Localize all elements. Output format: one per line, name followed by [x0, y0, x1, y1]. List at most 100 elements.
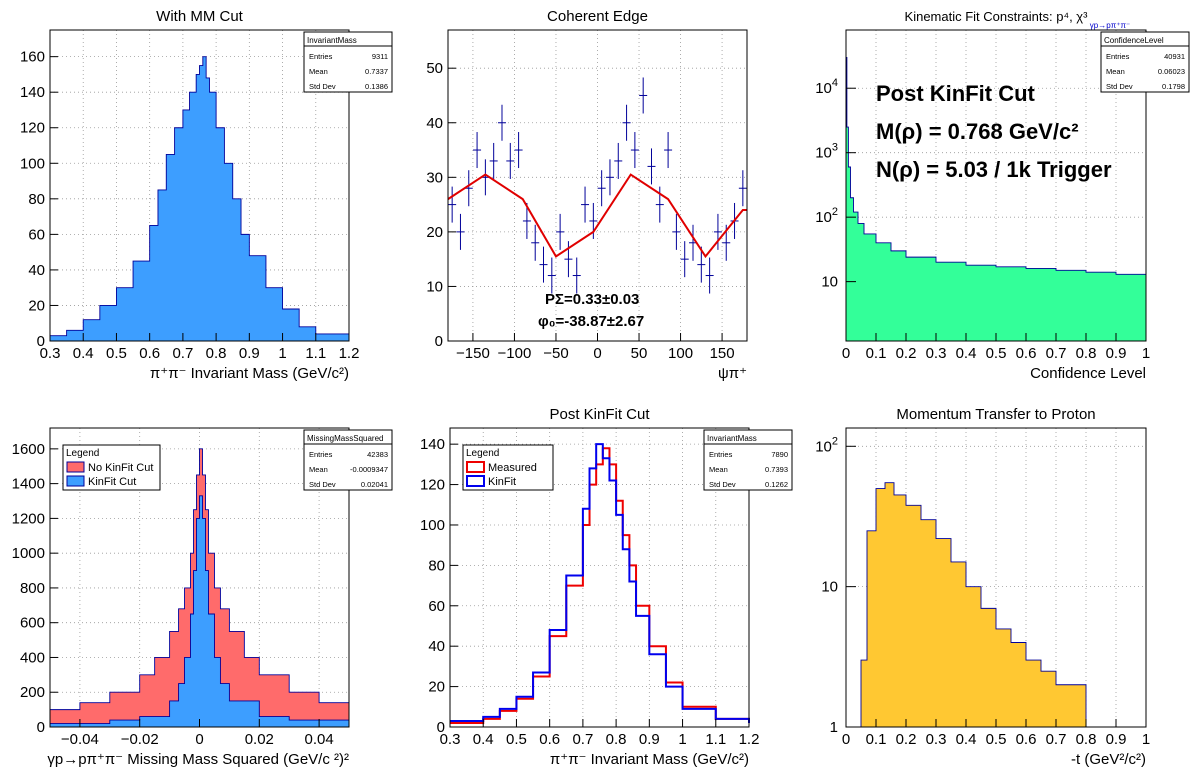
stats-label: Mean — [309, 465, 328, 474]
x-tick-label: 0.9 — [1106, 345, 1127, 362]
x-tick-label: 0 — [842, 345, 850, 362]
series-bar-0 — [845, 57, 1147, 342]
panel-p2: −150 −100 −50 0 50 100 150 0 10 20 30 40 50 Coherent … — [426, 8, 748, 382]
stats-value: 0.7337 — [365, 67, 388, 76]
y-tick-label: 1200 — [12, 510, 45, 527]
stats-value: 0.02041 — [361, 480, 388, 489]
x-axis-label: -t (GeV²/c²) — [1071, 751, 1146, 768]
x-tick-label: 1 — [278, 345, 286, 362]
stats-label: Std Dev — [709, 480, 736, 489]
y-tick-label: 140 — [420, 436, 445, 453]
stats-value: 9311 — [372, 52, 388, 61]
x-axis-label: π⁺π⁻ Invariant Mass (GeV/c²) — [150, 365, 349, 382]
legend: Legend No KinFit Cut KinFit Cut — [62, 444, 161, 491]
x-tick-label: 0.4 — [956, 731, 977, 748]
x-tick-label: 0.4 — [956, 345, 977, 362]
x-tick-label: −50 — [543, 345, 568, 362]
y-tick-label: 10 — [426, 278, 443, 295]
legend-frame — [462, 444, 554, 491]
y-tick-label: 1400 — [12, 476, 45, 493]
series-bar-0 — [860, 482, 1087, 728]
legend-swatch — [66, 461, 85, 473]
chart-title: Kinematic Fit Constraints: p⁴, χ³ — [905, 9, 1089, 24]
series-bar-0 — [49, 56, 350, 342]
chart-title: Coherent Edge — [547, 8, 648, 25]
y-tick-label: 800 — [20, 580, 45, 597]
fit-annotation: PΣ=0.33±0.03 — [545, 291, 639, 308]
y-tick-label: 120 — [420, 477, 445, 494]
stats-label: Std Dev — [309, 82, 336, 91]
legend-label: Measured — [488, 462, 537, 474]
x-tick-label: −100 — [498, 345, 532, 362]
stats-box-name: ConfidenceLevel — [1104, 36, 1164, 45]
y-tick-label: 160 — [20, 49, 45, 66]
x-tick-label: 0.6 — [1016, 731, 1037, 748]
x-tick-label: 0.8 — [1076, 345, 1097, 362]
y-tick-label: 102 — [815, 206, 838, 226]
legend-swatch — [466, 475, 485, 487]
stats-value: 0.1262 — [765, 480, 788, 489]
x-tick-label: 0.5 — [986, 345, 1007, 362]
panel-p6: 0 0.1 0.2 0.3 0.4 0.5 0.6 0.7 0.8 0.9 1 1 10 102 Momen… — [815, 406, 1150, 768]
stats-box-name: InvariantMass — [307, 36, 357, 45]
y-tick-label: 20 — [426, 224, 443, 241]
stats-label: Mean — [309, 67, 328, 76]
y-tick-label: 10 — [821, 274, 838, 291]
panel-p4: −0.04 −0.02 0 0.02 0.04 0 200 400 600 800 1000 1200… — [12, 427, 393, 768]
x-tick-label: 0.5 — [106, 345, 127, 362]
stats-value: 0.7393 — [765, 465, 788, 474]
legend-title: Legend — [66, 448, 99, 459]
x-tick-label: 0.3 — [926, 731, 947, 748]
plot-frame-border — [449, 427, 750, 728]
x-tick-label: 0.4 — [473, 731, 494, 748]
y-tick-label: 102 — [815, 435, 838, 455]
x-tick-label: 150 — [710, 345, 735, 362]
x-tick-label: 0.8 — [1076, 731, 1097, 748]
x-tick-label: 0.7 — [572, 731, 593, 748]
x-axis-label: ψπ⁺ — [718, 365, 747, 382]
x-tick-label: 0.7 — [1046, 345, 1067, 362]
x-tick-label: 0.4 — [73, 345, 94, 362]
x-tick-label: 0.5 — [506, 731, 527, 748]
stats-label: Entries — [1106, 52, 1130, 61]
y-tick-label: 40 — [428, 638, 445, 655]
stats-box-frame — [1100, 31, 1190, 93]
series-line-1 — [450, 443, 750, 723]
stats-value: 0.1798 — [1162, 82, 1185, 91]
annotation-cut: Post KinFit Cut — [876, 81, 1036, 106]
plot-frame-border — [49, 29, 350, 342]
y-tick-label: 1 — [830, 719, 838, 736]
chart-title: With MM Cut — [156, 8, 244, 25]
series-bar-1 — [49, 495, 350, 728]
x-tick-label: 0 — [842, 731, 850, 748]
x-tick-label: 0.9 — [1106, 731, 1127, 748]
x-tick-label: 1 — [678, 731, 686, 748]
stats-box-frame — [703, 429, 793, 491]
y-tick-label: 400 — [20, 649, 45, 666]
stats-box: InvariantMass Entries 7890 Mean 0.7393 Std De… — [703, 429, 793, 491]
y-tick-label: 140 — [20, 84, 45, 101]
stats-box-name: InvariantMass — [707, 434, 757, 443]
x-tick-label: 0.02 — [245, 731, 274, 748]
panel-p5: 0.3 0.4 0.5 0.6 0.7 0.8 0.9 1 1.1 1.2 0 20 40 60 80 100… — [420, 406, 793, 768]
x-tick-label: 1.1 — [305, 345, 326, 362]
x-tick-label: 0.5 — [986, 731, 1007, 748]
x-tick-label: −150 — [456, 345, 490, 362]
y-tick-label: 20 — [428, 679, 445, 696]
stats-label: Std Dev — [1106, 82, 1133, 91]
y-tick-label: 10 — [821, 579, 838, 596]
y-tick-label: 80 — [428, 557, 445, 574]
y-tick-label: 40 — [426, 115, 443, 132]
stats-label: Mean — [1106, 67, 1125, 76]
y-tick-label: 60 — [428, 598, 445, 615]
stats-label: Entries — [309, 52, 333, 61]
x-tick-label: 0.3 — [40, 345, 61, 362]
legend-label: No KinFit Cut — [88, 462, 153, 474]
x-tick-label: 1 — [1142, 731, 1150, 748]
x-tick-label: 0.04 — [304, 731, 333, 748]
y-tick-label: 0 — [437, 719, 445, 736]
x-tick-label: 0 — [593, 345, 601, 362]
x-tick-label: 0.6 — [1016, 345, 1037, 362]
x-tick-label: 1.2 — [339, 345, 360, 362]
